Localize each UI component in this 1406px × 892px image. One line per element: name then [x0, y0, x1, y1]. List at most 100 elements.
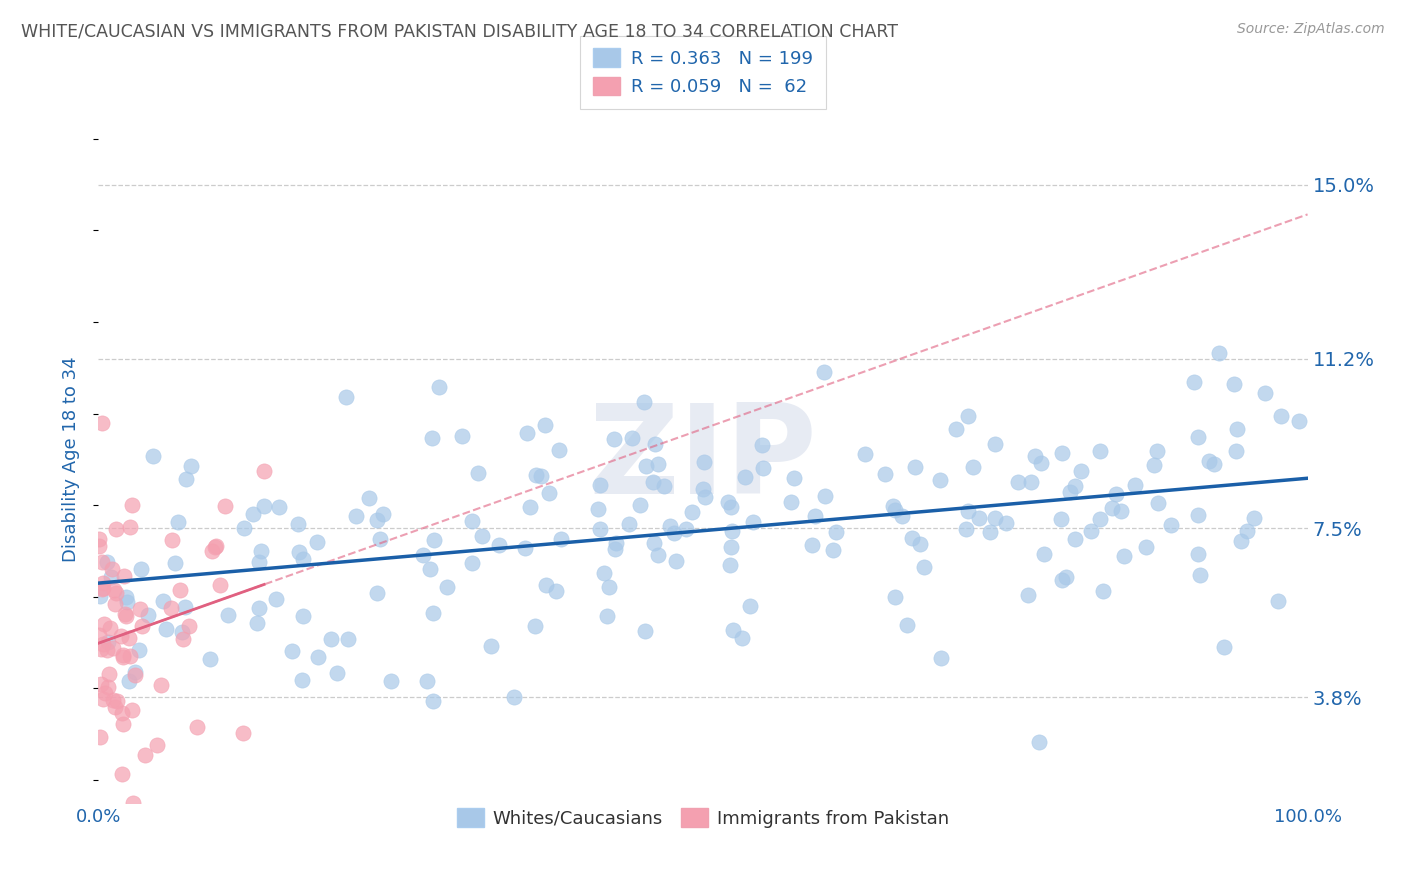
Point	[1028, 735, 1050, 749]
Point	[1114, 549, 1136, 563]
Point	[693, 455, 716, 469]
Point	[524, 468, 547, 483]
Point	[89, 730, 111, 744]
Text: WHITE/CAUCASIAN VS IMMIGRANTS FROM PAKISTAN DISABILITY AGE 18 TO 34 CORRELATION : WHITE/CAUCASIAN VS IMMIGRANTS FROM PAKIS…	[21, 22, 898, 40]
Point	[962, 459, 984, 474]
Point	[813, 365, 835, 379]
Point	[427, 380, 450, 394]
Point	[641, 475, 664, 489]
Point	[1187, 508, 1209, 522]
Point	[1054, 570, 1077, 584]
Point	[652, 479, 675, 493]
Point	[461, 514, 484, 528]
Point	[692, 482, 714, 496]
Point	[91, 555, 114, 569]
Point	[250, 543, 273, 558]
Point	[167, 515, 190, 529]
Point	[115, 591, 138, 605]
Point	[471, 529, 494, 543]
Point	[87, 532, 110, 546]
Point	[98, 667, 121, 681]
Point	[873, 467, 896, 482]
Text: Source: ZipAtlas.com: Source: ZipAtlas.com	[1237, 22, 1385, 37]
Point	[422, 694, 444, 708]
Point	[104, 699, 127, 714]
Legend: Whites/Caucasians, Immigrants from Pakistan: Whites/Caucasians, Immigrants from Pakis…	[450, 801, 956, 835]
Point	[1208, 346, 1230, 360]
Point	[120, 520, 142, 534]
Point	[695, 490, 717, 504]
Point	[266, 591, 288, 606]
Point	[647, 457, 669, 471]
Point	[131, 619, 153, 633]
Point	[717, 495, 740, 509]
Point	[96, 555, 118, 569]
Point	[305, 534, 328, 549]
Point	[112, 569, 135, 583]
Point	[91, 637, 114, 651]
Point	[242, 507, 264, 521]
Point	[231, 726, 253, 740]
Point	[1226, 422, 1249, 436]
Point	[118, 631, 141, 645]
Point	[346, 508, 368, 523]
Point	[292, 608, 315, 623]
Point	[502, 690, 524, 704]
Point	[488, 539, 510, 553]
Point	[1031, 456, 1053, 470]
Point	[186, 720, 208, 734]
Point	[419, 562, 441, 576]
Point	[530, 469, 553, 483]
Point	[882, 500, 904, 514]
Point	[957, 409, 980, 424]
Point	[1123, 477, 1146, 491]
Point	[253, 499, 276, 513]
Point	[204, 540, 226, 554]
Point	[380, 674, 402, 689]
Point	[884, 503, 907, 517]
Point	[335, 390, 357, 404]
Point	[1254, 385, 1277, 400]
Point	[1225, 444, 1247, 458]
Point	[149, 678, 172, 692]
Point	[593, 566, 616, 581]
Point	[1050, 512, 1073, 526]
Point	[174, 472, 197, 486]
Point	[115, 609, 138, 624]
Point	[93, 617, 115, 632]
Point	[1243, 511, 1265, 525]
Point	[617, 516, 640, 531]
Point	[90, 677, 112, 691]
Point	[734, 469, 756, 483]
Point	[979, 525, 1001, 540]
Point	[742, 516, 765, 530]
Point	[628, 498, 651, 512]
Point	[90, 416, 112, 430]
Point	[1080, 524, 1102, 539]
Point	[96, 643, 118, 657]
Point	[1160, 518, 1182, 533]
Point	[967, 511, 990, 525]
Point	[173, 599, 195, 614]
Point	[720, 500, 742, 515]
Point	[111, 649, 134, 664]
Point	[101, 562, 124, 576]
Point	[738, 599, 761, 613]
Point	[912, 559, 935, 574]
Point	[1059, 484, 1081, 499]
Point	[321, 632, 343, 647]
Point	[201, 543, 224, 558]
Point	[984, 510, 1007, 524]
Point	[91, 691, 114, 706]
Point	[155, 622, 177, 636]
Point	[287, 517, 309, 532]
Point	[94, 686, 117, 700]
Point	[665, 554, 688, 568]
Point	[208, 578, 231, 592]
Point	[112, 717, 135, 731]
Point	[249, 601, 271, 615]
Point	[675, 522, 697, 536]
Point	[1202, 457, 1225, 471]
Point	[1187, 430, 1209, 444]
Point	[101, 640, 124, 655]
